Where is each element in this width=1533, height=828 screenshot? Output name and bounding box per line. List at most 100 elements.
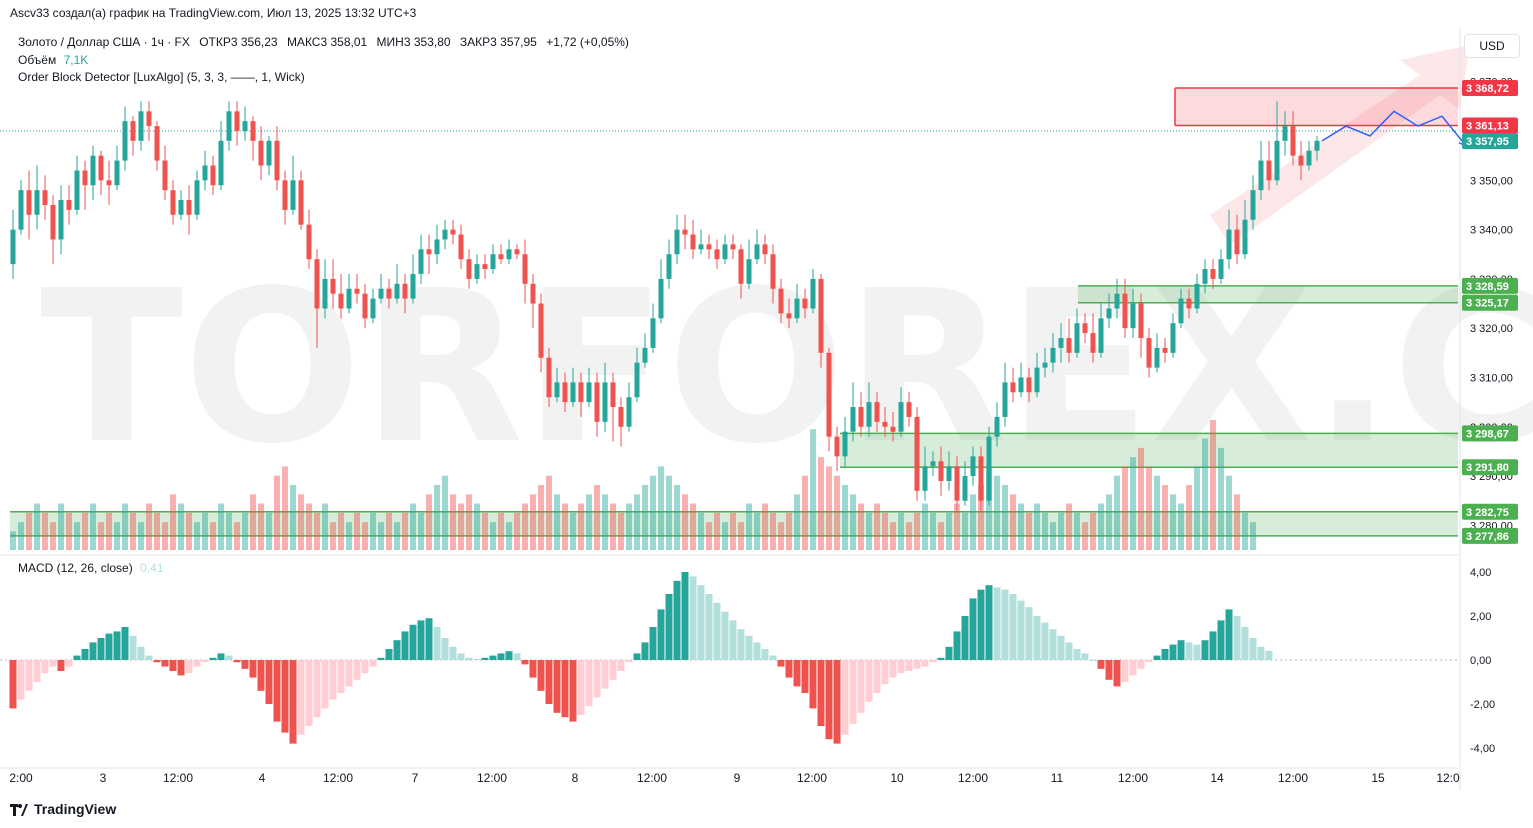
volume-bar bbox=[802, 475, 808, 550]
price-label-text: 3 368,72 bbox=[1466, 83, 1509, 95]
volume-bar bbox=[586, 494, 592, 550]
volume-bar bbox=[538, 485, 544, 550]
volume-bar bbox=[610, 503, 616, 550]
candle-body bbox=[378, 288, 384, 299]
candle-body bbox=[338, 293, 344, 309]
macd-bar bbox=[1241, 627, 1249, 660]
macd-bar bbox=[393, 640, 401, 660]
candle-body bbox=[1018, 377, 1024, 393]
candle-body bbox=[1202, 269, 1208, 284]
volume-bar bbox=[1218, 447, 1224, 550]
volume-bar bbox=[1186, 485, 1192, 550]
volume-bar bbox=[1050, 522, 1056, 550]
volume-bar bbox=[482, 512, 488, 550]
currency-button[interactable]: USD bbox=[1464, 34, 1520, 58]
volume-bar bbox=[498, 512, 504, 550]
candle-body bbox=[1066, 338, 1072, 353]
volume-bar bbox=[530, 494, 536, 550]
symbol-legend[interactable]: Золото / Доллар США · 1ч · FX ОТКР3 356,… bbox=[18, 35, 629, 49]
volume-bar bbox=[850, 494, 856, 550]
time-tick-label: 9 bbox=[734, 771, 741, 785]
candle-body bbox=[586, 382, 592, 403]
macd-bar bbox=[241, 660, 249, 669]
candle-body bbox=[594, 382, 600, 422]
volume-bar bbox=[826, 466, 832, 550]
macd-bar bbox=[689, 576, 697, 660]
volume-bar bbox=[842, 485, 848, 550]
macd-bar bbox=[153, 660, 161, 663]
volume-bar bbox=[1154, 475, 1160, 550]
macd-bar bbox=[673, 580, 681, 660]
macd-value: 0,41 bbox=[140, 561, 164, 575]
candle-body bbox=[682, 229, 688, 235]
price-label-text: 3 328,59 bbox=[1466, 281, 1509, 293]
macd-bar bbox=[737, 629, 745, 660]
candle-body bbox=[74, 170, 80, 210]
macd-bar bbox=[1169, 644, 1177, 660]
volume-legend[interactable]: Объём 7,1K bbox=[18, 53, 88, 67]
macd-bar bbox=[937, 657, 945, 660]
candle-body bbox=[762, 244, 768, 255]
macd-bar bbox=[849, 660, 857, 724]
macd-bar bbox=[369, 660, 377, 667]
candle-body bbox=[34, 190, 40, 215]
candle-body bbox=[66, 200, 72, 210]
volume-bar bbox=[634, 494, 640, 550]
volume-bar bbox=[106, 512, 112, 550]
open-value: 3 356,23 bbox=[230, 35, 278, 49]
volume-bar bbox=[210, 522, 216, 550]
candle-body bbox=[1250, 190, 1256, 220]
candle-body bbox=[554, 382, 560, 398]
tradingview-brand[interactable]: TradingView bbox=[10, 801, 116, 817]
macd-bar bbox=[929, 660, 937, 663]
macd-legend[interactable]: MACD (12, 26, close) 0,41 bbox=[18, 561, 163, 575]
price-label-box bbox=[1462, 117, 1518, 134]
macd-bar bbox=[913, 660, 921, 669]
candle-body bbox=[802, 298, 808, 309]
macd-bar bbox=[137, 646, 145, 660]
time-tick-label: 12:00 bbox=[163, 771, 193, 785]
macd-bar bbox=[1073, 649, 1081, 660]
candle-body bbox=[1306, 150, 1312, 166]
candle-body bbox=[434, 239, 440, 255]
volume-bar bbox=[906, 522, 912, 550]
macd-bar bbox=[345, 660, 353, 687]
macd-bar bbox=[145, 655, 153, 660]
volume-bar bbox=[1146, 466, 1152, 550]
volume-bar bbox=[986, 466, 992, 550]
macd-bar bbox=[465, 657, 473, 660]
volume-bar bbox=[930, 512, 936, 550]
macd-bar bbox=[1249, 638, 1257, 660]
brand-name: TradingView bbox=[34, 801, 117, 817]
macd-bar bbox=[1257, 646, 1265, 660]
volume-bar bbox=[450, 494, 456, 550]
time-tick-label: 7 bbox=[412, 771, 419, 785]
candle-body bbox=[122, 121, 128, 161]
candle-body bbox=[1226, 229, 1232, 260]
volume-bar bbox=[1114, 475, 1120, 550]
candle-body bbox=[442, 229, 448, 240]
candle-body bbox=[938, 461, 944, 481]
macd-bar bbox=[1049, 629, 1057, 660]
price-labels: 3 368,72 3 361,13 3 357,95 3 328,59 3 325,17… bbox=[1462, 80, 1518, 544]
macd-bar bbox=[449, 646, 457, 660]
volume-bar bbox=[570, 512, 576, 550]
price-tick-label: 3 310,00 bbox=[1470, 372, 1513, 384]
candle-body bbox=[178, 200, 184, 215]
candle-body bbox=[1170, 323, 1176, 353]
volume-bar bbox=[250, 494, 256, 550]
macd-tick-label: -2,00 bbox=[1470, 699, 1495, 711]
macd-bar bbox=[41, 660, 49, 674]
volume-bar bbox=[442, 475, 448, 550]
macd-bar bbox=[1025, 607, 1033, 660]
volume-bar bbox=[898, 512, 904, 550]
macd-bar bbox=[25, 660, 33, 691]
candle-body bbox=[114, 160, 120, 186]
macd-bar bbox=[313, 660, 321, 718]
symbol-name[interactable]: Золото / Доллар США · 1ч · FX bbox=[18, 35, 190, 49]
candlesticks[interactable] bbox=[10, 101, 1320, 511]
indicator-legend[interactable]: Order Block Detector [LuxAlgo] (5, 3, 3,… bbox=[18, 70, 305, 84]
candle-body bbox=[186, 200, 192, 215]
macd-bar bbox=[185, 660, 193, 674]
